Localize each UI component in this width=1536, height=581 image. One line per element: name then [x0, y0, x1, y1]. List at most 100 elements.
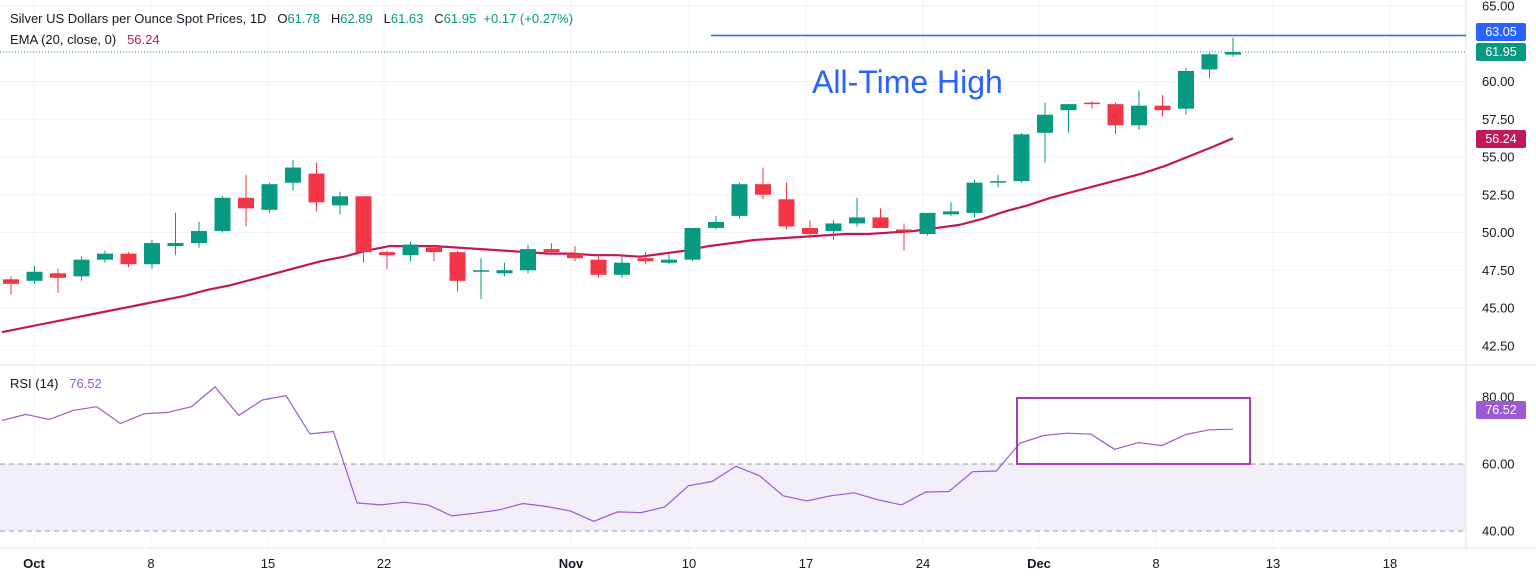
price-tick-label: 57.50	[1482, 112, 1515, 127]
candle	[167, 212, 184, 256]
time-tick-label: Dec	[1027, 556, 1051, 571]
candle	[731, 182, 748, 219]
candle	[1107, 102, 1124, 135]
rsi-band-fill	[0, 464, 1466, 531]
high-value: 62.89	[340, 11, 373, 26]
candle-body	[1060, 104, 1077, 111]
candle-body	[449, 252, 466, 281]
candle-body	[590, 259, 607, 275]
candle-body	[684, 227, 701, 260]
rsi-tick-label: 80.00	[1482, 390, 1515, 405]
candle	[332, 191, 348, 215]
candle	[50, 268, 66, 293]
low-label: L	[383, 11, 391, 26]
candle-body	[332, 196, 348, 206]
rsi-legend-value: 76.52	[69, 376, 102, 391]
candle-body	[26, 271, 43, 281]
candle	[637, 252, 654, 265]
candle-body	[308, 173, 325, 203]
ema-price-tag: 56.24	[1476, 130, 1526, 148]
candle	[990, 175, 1006, 188]
candle	[966, 179, 983, 218]
candle-body	[966, 182, 983, 213]
candle-body	[990, 181, 1006, 183]
rsi-tick-label: 60.00	[1482, 457, 1515, 472]
price-tick-label: 45.00	[1482, 301, 1515, 316]
candle	[449, 250, 466, 292]
open-label: O	[277, 11, 288, 26]
candle	[402, 241, 419, 262]
candle	[285, 160, 301, 191]
candle	[144, 240, 160, 269]
candle	[191, 221, 207, 248]
candle-body	[1084, 102, 1100, 105]
candle	[1131, 90, 1147, 130]
high-line-price-tag: 63.05	[1476, 23, 1526, 41]
candle	[261, 182, 278, 213]
candle-body	[426, 247, 442, 253]
candle-body	[1201, 54, 1218, 70]
candle-body	[144, 243, 160, 265]
low-value: 61.63	[390, 11, 424, 26]
candle	[614, 256, 630, 278]
time-tick-label: 18	[1383, 556, 1397, 571]
ema-legend-value: 56.24	[127, 32, 160, 47]
axis-labels: 42.50 45.00 47.50 50.00 52.50 55.00 57.50 60.00…	[23, 0, 1514, 571]
candle	[872, 208, 889, 228]
candle-body	[520, 249, 536, 271]
candle	[590, 256, 607, 278]
candle	[1084, 101, 1100, 109]
change-value: +0.17 (+0.27%)	[483, 11, 574, 26]
candle-body	[285, 167, 301, 183]
candle	[802, 220, 818, 239]
candle	[684, 227, 701, 262]
candle	[825, 220, 842, 241]
time-tick-label: 22	[377, 556, 391, 571]
all-time-high-annotation: All-Time High	[812, 64, 1003, 100]
rsi-line	[1, 386, 1234, 522]
candle	[543, 243, 560, 256]
candle-body	[50, 273, 66, 278]
candle-body	[238, 197, 254, 209]
time-tick-label: Oct	[23, 556, 45, 571]
candle-body	[567, 253, 583, 259]
ema-line-layer	[1, 137, 1234, 334]
candle-body	[97, 253, 113, 260]
candle-body	[543, 249, 560, 253]
candle	[567, 246, 583, 262]
candle	[214, 196, 231, 233]
time-tick-label: 10	[682, 556, 696, 571]
candle-body	[637, 258, 654, 262]
symbol-title: Silver US Dollars per Ounce Spot Prices,…	[10, 11, 267, 26]
candle	[308, 163, 325, 212]
price-tick-label: 52.50	[1482, 187, 1515, 202]
candle-body	[614, 262, 630, 275]
price-tick-label: 55.00	[1482, 150, 1515, 165]
candle	[755, 167, 771, 200]
candle	[120, 252, 137, 268]
open-value: 61.78	[287, 11, 320, 26]
candle	[73, 256, 90, 281]
rsi-legend-label: RSI (14)	[10, 376, 59, 391]
candle-body	[1037, 114, 1053, 133]
candle	[1201, 52, 1218, 79]
candle-body	[3, 279, 19, 284]
price-tick-label: 47.50	[1482, 263, 1515, 278]
candle	[473, 258, 489, 299]
candle-body	[919, 212, 936, 235]
time-tick-label: 17	[799, 556, 813, 571]
candle	[3, 276, 19, 295]
close-label: C	[434, 11, 444, 26]
candle-body	[896, 229, 912, 231]
candle-body	[355, 196, 372, 253]
price-tick-label: 42.50	[1482, 338, 1515, 353]
candle	[1037, 102, 1053, 164]
candle-body	[379, 252, 395, 256]
candle-body	[1178, 70, 1194, 109]
candle-body	[731, 184, 748, 216]
candle-body	[1107, 104, 1124, 126]
rsi-value-tag: 76.52	[1476, 401, 1526, 419]
time-tick-label: 8	[147, 556, 154, 571]
candle-body	[778, 199, 795, 227]
